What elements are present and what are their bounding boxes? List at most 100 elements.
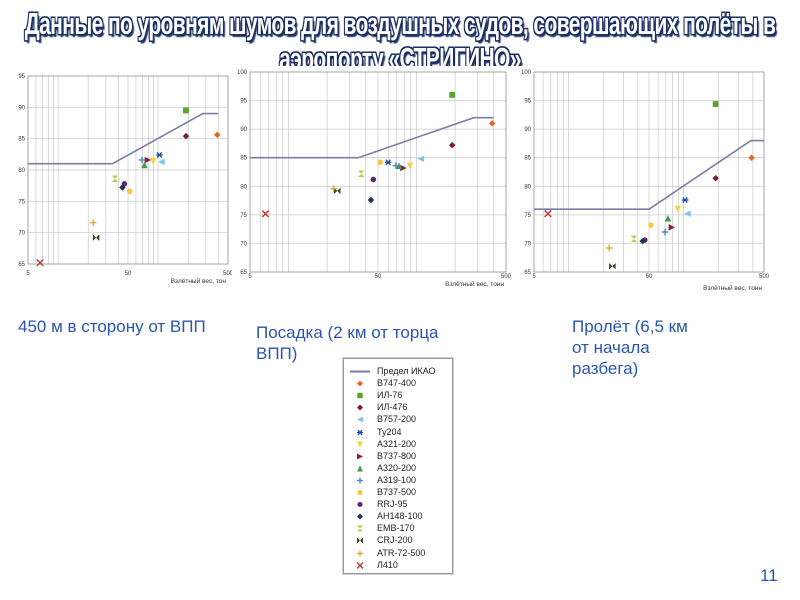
data-point [261,209,270,218]
legend-marker [357,525,363,532]
caption-approach: Посадка (2 км от торца ВПП) [256,322,439,364]
chart-legend: Предел ИКАО B747-400 ИЛ-76 ИЛ-476 B757-200 Ту… [342,357,454,575]
legend-label: Предел ИКАО [377,366,436,376]
y-tick-label: 95 [524,99,531,105]
legend-item: A321-200 [344,438,452,451]
data-point [92,234,100,241]
legend-marker [357,441,363,448]
caption-line: от начала [572,338,650,357]
legend-item: ИЛ-76 [344,389,452,402]
legend-label: Ту204 [377,426,402,437]
legend-marker [357,477,363,484]
data-point [400,164,407,172]
data-point [370,176,377,183]
data-point [748,154,755,161]
data-point [367,196,375,204]
data-point [138,156,146,164]
data-point [333,187,341,195]
caption-flyover: Пролёт (6,5 км от начала разбега) [572,316,688,379]
legend-item: Л410 [344,559,452,572]
data-point [36,259,44,267]
data-point [674,205,682,213]
data-point [392,162,400,169]
data-point [488,120,496,127]
data-point [544,209,552,218]
data-point [384,159,392,166]
caption-line: ВПП) [256,344,298,363]
y-tick-label: 70 [524,241,531,247]
legend-item: A319-100 [344,474,452,487]
data-point [417,155,425,163]
icao-limit-line [250,116,494,159]
data-point [358,170,365,177]
legend-item: АН148-100 [344,510,452,523]
y-tick-label: 65 [18,262,25,268]
y-tick-label: 80 [240,184,247,190]
legend-label: EMB-170 [377,523,415,534]
data-point [648,222,654,228]
data-point [664,215,672,222]
legend-label: B747-400 [377,378,417,389]
caption-line: разбега) [572,359,639,378]
y-tick-label: 75 [524,213,531,219]
legend-label: B737-800 [377,450,417,461]
legend-item: ATR-72-500 [344,547,452,560]
legend-item: Ту204 [344,426,452,439]
icao-limit-line [28,112,219,165]
x-axis-label: Взлётный вес, тонн [445,280,504,288]
y-tick-label: 100 [237,70,248,76]
legend-item: Предел ИКАО [344,365,452,378]
legend-item: CRJ-200 [344,534,452,547]
y-tick-label: 80 [18,168,25,174]
slide-title: Данные по уровням шумов для воздушных су… [24,8,776,77]
caption-sideline: 450 м в сторону от ВПП [18,316,206,337]
y-tick-label: 95 [18,74,25,80]
chart-panel-approach: 65 70 75 80 85 90 95 100 5 50 500 Взлётный вес, тон… [232,66,518,296]
data-point [330,185,337,192]
chart-panel-sideline: 65 70 75 80 85 90 95 5 50 500 Взлётный вес, тон [12,66,238,304]
legend-label: A319-100 [377,474,417,485]
data-point [630,235,638,243]
legend-marker [357,465,363,472]
legend-item: B757-200 [344,413,452,426]
legend-item: B737-800 [344,450,452,463]
data-point [605,244,613,252]
icao-limit-line [534,139,764,210]
x-tick-label: 50 [646,274,653,280]
legend-marker [350,370,370,373]
plot-frame [533,71,765,273]
plot-frame [249,71,507,273]
legend-item: RRJ-95 [344,498,452,511]
legend-marker [357,453,363,460]
y-tick-label: 85 [524,156,531,162]
data-point [158,158,165,166]
x-axis-label: Взлётный вес, тонн [703,284,762,292]
legend-label: RRJ-95 [377,499,408,510]
data-point [639,237,646,245]
legend-marker [357,537,363,544]
legend-item: EMB-170 [344,522,452,535]
legend-marker [357,380,363,387]
data-point [182,132,190,140]
legend-marker [357,489,363,496]
x-tick-label: 50 [125,271,132,277]
y-tick-label: 90 [240,127,247,133]
y-tick-label: 65 [240,270,247,276]
data-point [377,159,383,166]
legend-marker [356,561,364,569]
legend-label: A320-200 [377,462,417,473]
data-point [406,162,414,169]
legend-label: B737-500 [377,487,417,497]
caption-line: Пролёт (6,5 км [572,317,688,336]
legend-marker [357,429,363,435]
legend-label: CRJ-200 [377,535,413,546]
data-point [149,157,157,165]
grid [533,71,765,273]
data-point [119,184,126,191]
legend-marker [357,416,363,423]
y-tick-label: 65 [524,270,531,276]
caption-line: 450 м в сторону от ВПП [18,317,206,336]
y-tick-label: 75 [18,199,25,205]
data-point [712,101,719,107]
